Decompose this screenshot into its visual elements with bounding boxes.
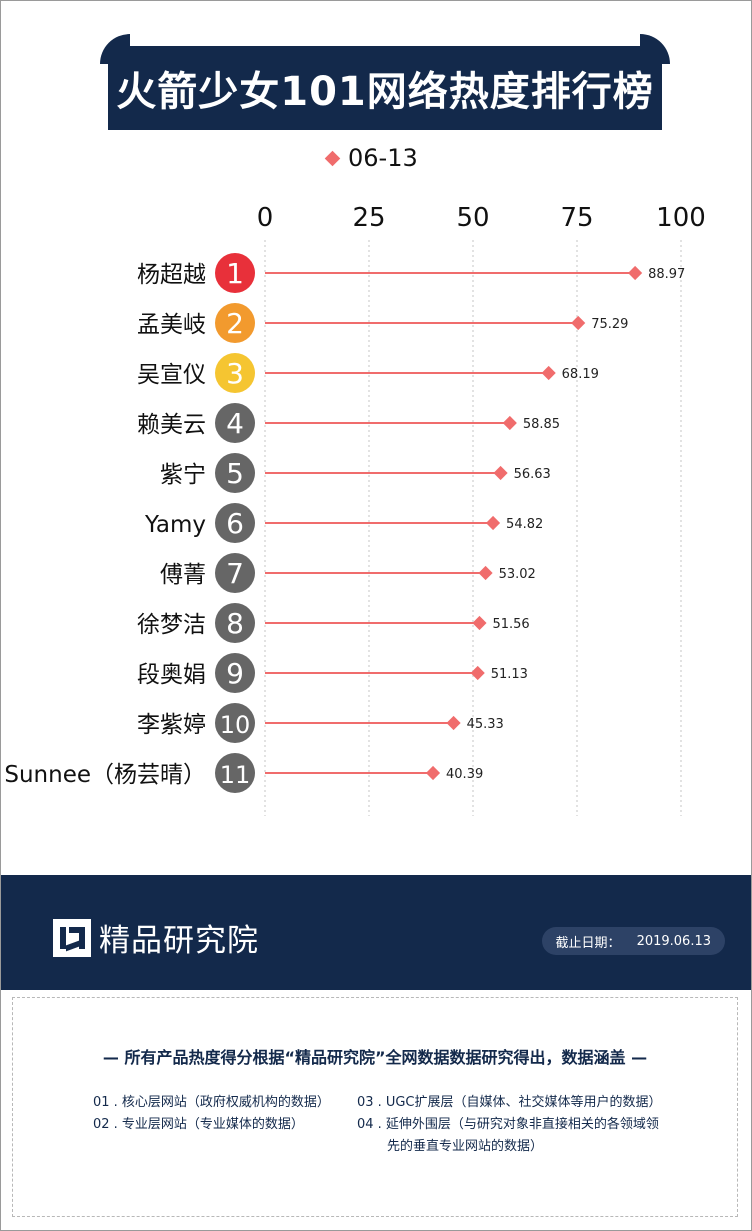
note-item: 01 . 核心层网站（政府权威机构的数据） <box>93 1095 330 1110</box>
x-tick-label: 0 <box>257 203 274 233</box>
rank-number: 10 <box>220 711 251 739</box>
date-value: 2019.06.13 <box>636 933 711 949</box>
data-label: 58.85 <box>523 417 560 432</box>
note-item: 02 . 专业层网站（专业媒体的数据） <box>93 1117 304 1132</box>
data-point-diamond <box>472 615 487 631</box>
data-point-diamond <box>571 315 586 331</box>
data-point-diamond <box>541 365 556 381</box>
rank-badge <box>215 753 255 793</box>
category-label: 李紫婷 <box>137 712 206 738</box>
data-label: 75.29 <box>591 317 628 332</box>
brand-logo-icon <box>53 918 91 957</box>
rank-badge <box>215 403 255 443</box>
rank-number: 8 <box>226 607 244 640</box>
data-point-diamond <box>470 665 485 681</box>
rank-badge <box>215 453 255 493</box>
lollipop-chart: 0 25 50 75 10088.971杨超越75.292孟美岐68.193吴宣仪58.… <box>4 203 706 816</box>
category-label: Yamy <box>144 512 206 538</box>
note-item: 03 . UGC扩展层（自媒体、社交媒体等用户的数据） <box>357 1095 662 1110</box>
legend-label: 06-13 <box>348 144 418 172</box>
x-tick-label: 100 <box>656 203 706 233</box>
legend-diamond-icon <box>324 150 341 166</box>
brand: 精品研究院 <box>53 915 259 960</box>
data-label: 53.02 <box>499 567 536 582</box>
data-label: 54.82 <box>506 517 543 532</box>
date-label: 截止日期： <box>555 935 621 951</box>
title-banner-wrap: 火箭少女101网络热度排行榜 <box>100 34 670 132</box>
category-label: 孟美岐 <box>137 312 206 338</box>
rank-number: 5 <box>226 457 244 490</box>
note-item: 04 . 延伸外围层（与研究对象非直接相关的各领域领 <box>357 1117 659 1132</box>
category-label: 傅菁 <box>160 562 206 588</box>
page-title: 火箭少女101网络热度排行榜 <box>116 69 654 115</box>
data-point-diamond <box>478 565 493 581</box>
category-label: 徐梦洁 <box>137 612 206 638</box>
rank-number: 3 <box>226 357 244 390</box>
data-point-diamond <box>485 515 501 531</box>
x-tick-label: 75 <box>560 203 593 233</box>
rank-number: 9 <box>226 657 244 690</box>
rank-badge <box>215 703 255 743</box>
category-label: 杨超越 <box>137 262 206 288</box>
rank-number: 11 <box>220 761 251 789</box>
notes-box: — 所有产品热度得分根据“精品研究院”全网数据数据研究得出，数据涵盖 — 01 … <box>12 997 738 1217</box>
date-badge: 截止日期： 2019.06.13 <box>541 927 725 955</box>
rank-badge <box>215 503 255 543</box>
rank-badge <box>215 603 255 643</box>
rank-number: 2 <box>226 307 244 340</box>
category-label: 赖美云 <box>137 412 206 438</box>
data-point-diamond <box>493 465 508 481</box>
rank-number: 1 <box>226 257 244 290</box>
rank-badge <box>215 303 255 343</box>
footer-band: 精品研究院 截止日期： 2019.06.13 <box>1 875 751 990</box>
x-tick-label: 25 <box>352 203 385 233</box>
note-item: 先的垂直专业网站的数据） <box>387 1139 544 1154</box>
title-banner: 火箭少女101网络热度排行榜 <box>108 46 662 130</box>
data-label: 56.63 <box>514 467 551 482</box>
rank-number: 7 <box>226 557 244 590</box>
rank-badge <box>215 353 255 393</box>
data-point-diamond <box>502 415 517 431</box>
x-tick-label: 50 <box>456 203 489 233</box>
legend: 06-13 <box>324 144 418 172</box>
category-label: 紫宁 <box>160 462 206 488</box>
rank-number: 6 <box>226 507 244 540</box>
data-point-diamond <box>425 765 441 781</box>
category-label: 段奥娟 <box>137 662 206 688</box>
rank-badge <box>215 653 255 693</box>
data-label: 45.33 <box>467 717 504 732</box>
rank-number: 4 <box>226 407 244 440</box>
data-point-diamond <box>628 265 643 281</box>
category-label: Sunnee（杨芸晴） <box>4 762 206 788</box>
data-label: 88.97 <box>648 267 685 282</box>
data-label: 40.39 <box>446 767 483 782</box>
rank-badge <box>215 553 255 593</box>
data-label: 51.56 <box>492 617 529 632</box>
rank-badge <box>215 253 255 293</box>
notes-heading: — 所有产品热度得分根据“精品研究院”全网数据数据研究得出，数据涵盖 — <box>102 1048 648 1067</box>
data-point-diamond <box>446 715 461 731</box>
brand-name: 精品研究院 <box>99 923 259 959</box>
data-label: 68.19 <box>562 367 599 382</box>
category-label: 吴宣仪 <box>137 362 206 388</box>
data-label: 51.13 <box>491 667 528 682</box>
